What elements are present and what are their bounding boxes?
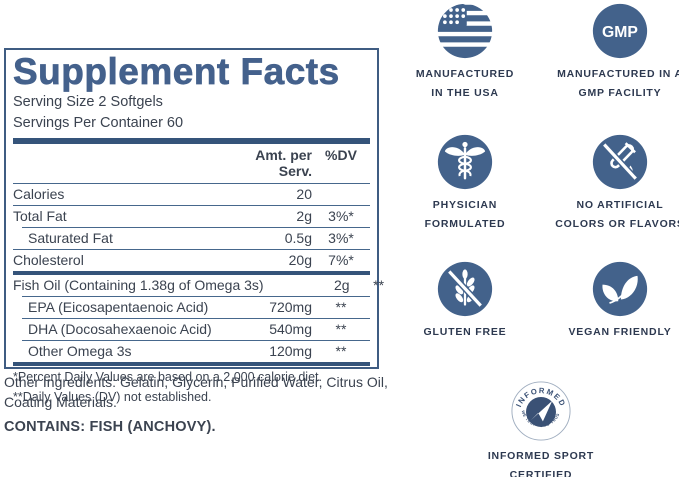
row-name: Saturated Fat — [28, 229, 113, 246]
row-dv: 3%* — [328, 229, 354, 246]
divider-thick — [13, 361, 370, 366]
caduceus-icon — [437, 134, 493, 190]
other-ingredients-line: Other Ingredients: Gelatin, Glycerin, Pu… — [4, 374, 388, 390]
allergen-contains-text: CONTAINS: FISH (ANCHOVY). — [4, 419, 216, 435]
row-name: Total Fat — [13, 207, 67, 224]
row-amount: 0.5g — [284, 229, 312, 246]
footnote-dv: *Percent Daily Values are based on a 2,0… — [13, 369, 322, 384]
row-name: Calories — [13, 185, 65, 202]
gmp-icon-text: GMP — [602, 24, 638, 41]
facts-row-saturated-fat: Saturated Fat 0.5g 3%* — [13, 228, 370, 249]
row-dv: ** — [373, 276, 385, 293]
usa-flag-icon — [437, 3, 493, 59]
vegan-leaf-icon — [592, 261, 648, 317]
badge-gluten-free: GLUTEN FREE — [384, 261, 546, 342]
facts-row-epa: EPA (Eicosapentaenoic Acid) 720mg ** — [13, 297, 370, 318]
divider-thin-inset — [22, 339, 370, 341]
facts-row-dha: DHA (Docosahexaenoic Acid) 540mg ** — [13, 319, 370, 340]
divider-thin — [13, 182, 370, 184]
facts-row-calories: Calories 20 — [13, 184, 370, 205]
badge-label: GLUTEN FREE — [423, 326, 507, 338]
badge-informed-sport: INFORMED WE TEST • YOU TRUST INFORMED SP… — [462, 381, 620, 477]
gmp-icon: GMP — [592, 3, 648, 59]
row-amount: 20g — [288, 251, 312, 268]
servings-per-container-text: Servings Per Container 60 — [13, 114, 184, 131]
serving-size-text: Serving Size 2 Softgels — [13, 93, 163, 110]
divider-thin-inset — [22, 226, 370, 228]
row-name: Fish Oil (Containing 1.38g of Omega 3s) — [13, 276, 264, 293]
facts-row-total-fat: Total Fat 2g 3%* — [13, 206, 370, 227]
row-amount: 720mg — [269, 298, 312, 315]
badge-physician-formulated: PHYSICIAN FORMULATED — [384, 134, 546, 234]
row-dv: ** — [335, 298, 347, 315]
footnote-not-established: **Daily Values (DV) not established. — [13, 389, 212, 404]
row-amount: 20 — [296, 185, 312, 202]
badge-vegan-friendly: VEGAN FRIENDLY — [540, 261, 679, 342]
badge-label: PHYSICIAN FORMULATED — [424, 199, 506, 230]
row-dv: ** — [335, 342, 347, 359]
no-artificial-icon — [592, 134, 648, 190]
badge-label: MANUFACTURED IN THE USA — [415, 68, 515, 99]
row-amount: 2g — [334, 276, 350, 293]
divider-thin-inset — [22, 295, 370, 297]
row-dv: ** — [335, 320, 347, 337]
divider-thick — [13, 270, 370, 275]
badge-manufactured-usa: MANUFACTURED IN THE USA — [384, 3, 546, 103]
row-amount: 540mg — [269, 320, 312, 337]
divider-thin — [13, 204, 370, 206]
supplement-facts-panel: Supplement Facts Serving Size 2 Softgels… — [4, 48, 384, 404]
row-name: DHA (Docosahexaenoic Acid) — [28, 320, 212, 337]
facts-header-row: Amt. per Serv. %DV — [13, 144, 370, 183]
divider-thick — [13, 137, 370, 144]
informed-sport-icon: INFORMED WE TEST • YOU TRUST — [511, 381, 571, 441]
badge-no-artificial: NO ARTIFICIAL COLORS OR FLAVORS — [540, 134, 679, 234]
badge-gmp-facility: GMP MANUFACTURED IN A GMP FACILITY — [540, 3, 679, 103]
row-amount: 120mg — [269, 342, 312, 359]
gluten-free-icon — [437, 261, 493, 317]
other-ingredients-text: Other Ingredients: Gelatin, Glycerin, Pu… — [4, 373, 404, 412]
facts-row-cholesterol: Cholesterol 20g 7%* — [13, 250, 370, 271]
row-name: Cholesterol — [13, 251, 84, 268]
badge-label: MANUFACTURED IN A GMP FACILITY — [557, 68, 679, 99]
col-amount-header: Amt. per Serv. — [255, 146, 312, 179]
row-name: Other Omega 3s — [28, 342, 132, 359]
facts-row-other-omega: Other Omega 3s 120mg ** — [13, 341, 370, 362]
facts-row-fish-oil: Fish Oil (Containing 1.38g of Omega 3s) … — [13, 275, 384, 296]
other-ingredients-line: Coating Materials. — [4, 393, 117, 410]
row-amount: 2g — [296, 207, 312, 224]
row-dv: 7%* — [328, 251, 354, 268]
badge-label: VEGAN FRIENDLY — [568, 326, 672, 338]
facts-title: Supplement Facts — [13, 51, 340, 92]
badge-label: INFORMED SPORT CERTIFIED — [487, 450, 595, 477]
col-dv-header: %DV — [325, 146, 357, 163]
divider-thin-inset — [22, 317, 370, 319]
badge-label: NO ARTIFICIAL COLORS OR FLAVORS — [555, 199, 679, 230]
row-dv: 3%* — [328, 207, 354, 224]
divider-thin — [13, 248, 370, 250]
row-name: EPA (Eicosapentaenoic Acid) — [28, 298, 209, 315]
